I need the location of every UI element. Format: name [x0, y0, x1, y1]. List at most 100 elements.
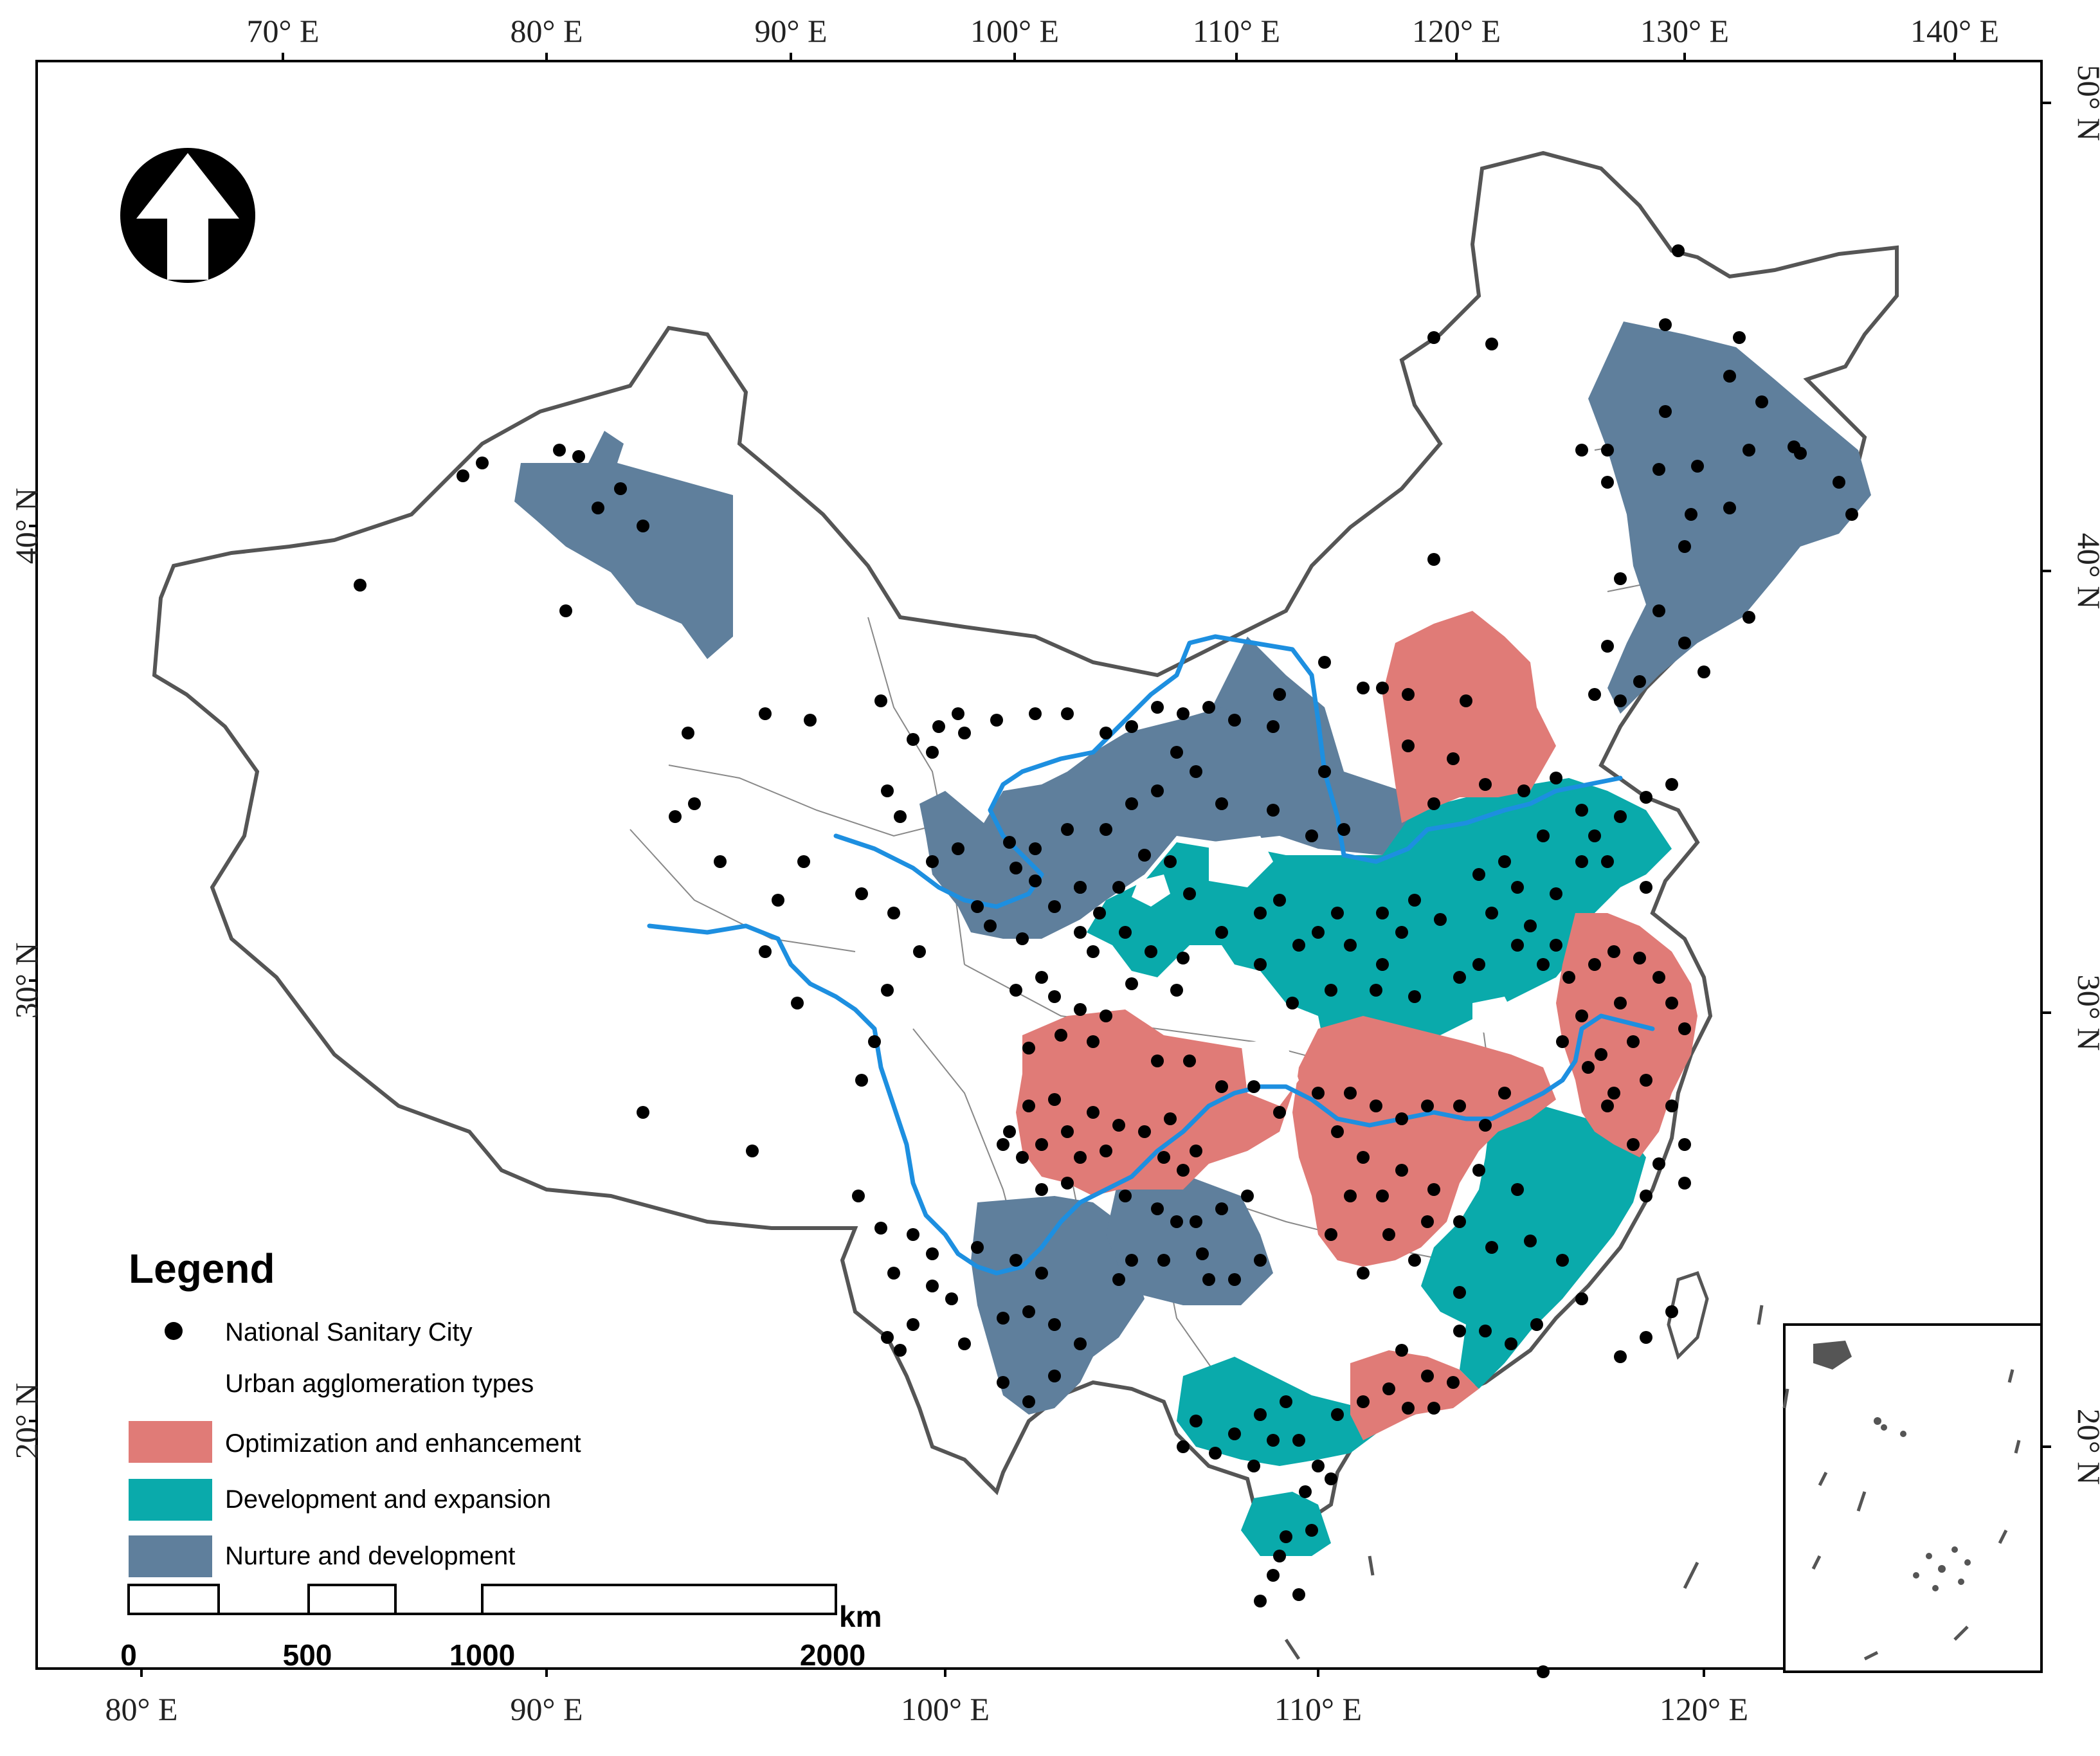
city-dot: [952, 707, 964, 720]
city-dot: [1691, 460, 1704, 473]
city-dot: [1755, 395, 1768, 408]
city-dot: [1498, 1087, 1511, 1100]
rivers: [647, 634, 1655, 1276]
city-dot: [1177, 952, 1190, 964]
city-dot: [1472, 1164, 1485, 1177]
city-dot: [1453, 1325, 1466, 1337]
city-dot: [1100, 823, 1112, 836]
city-dot: [1357, 682, 1370, 694]
city-dot: [759, 945, 772, 958]
city-dot: [1395, 1112, 1408, 1125]
city-dot: [1254, 1595, 1267, 1607]
city-dot: [1100, 727, 1112, 739]
city-dot: [1170, 746, 1183, 759]
city-dot: [984, 919, 997, 932]
tick-label-right: 30° N: [2071, 975, 2100, 1051]
city-dot: [1485, 907, 1498, 919]
city-dot: [1325, 1472, 1337, 1485]
city-dot: [669, 810, 682, 823]
city-dot: [1273, 894, 1286, 907]
city-dot: [1016, 1151, 1029, 1164]
city-dot: [926, 855, 939, 868]
city-dot: [1022, 1395, 1035, 1408]
city-dot: [1228, 714, 1241, 727]
north-arrow-icon: [120, 148, 255, 283]
city-dot: [1402, 1402, 1415, 1415]
city-dot: [553, 444, 566, 457]
city-dot: [926, 746, 939, 759]
city-dot: [1517, 784, 1530, 797]
city-dot: [1119, 1190, 1132, 1202]
tick-label-top: 130° E: [1640, 13, 1729, 49]
city-dot: [1177, 1440, 1190, 1453]
tick-label-bottom: 80° E: [105, 1691, 177, 1727]
city-dot: [1395, 926, 1408, 939]
city-dot: [1061, 823, 1074, 836]
tick-label-left: 30° N: [8, 943, 44, 1019]
scale-tick-500: 500: [283, 1638, 332, 1672]
city-dot: [1325, 1228, 1337, 1241]
city-dot: [913, 945, 926, 958]
legend-label-optimization: Optimization and enhancement: [225, 1429, 581, 1458]
city-dot: [1022, 1042, 1035, 1055]
city-dot: [1665, 778, 1678, 791]
city-dot: [1408, 1254, 1421, 1267]
city-dot: [990, 714, 1003, 727]
city-dot: [887, 907, 900, 919]
city-dot: [688, 797, 701, 810]
inset-islands: [1813, 1341, 1971, 1591]
city-dot: [852, 1190, 865, 1202]
city-dot: [997, 1312, 1009, 1325]
city-dot: [1447, 752, 1460, 765]
city-dot: [1170, 1215, 1183, 1228]
city-dot: [559, 604, 572, 617]
city-dot: [1614, 810, 1627, 823]
city-dot: [1640, 1190, 1652, 1202]
city-dot: [682, 727, 694, 739]
city-dot: [1337, 823, 1350, 836]
city-dot: [926, 1280, 939, 1292]
city-dot: [1453, 1100, 1466, 1112]
city-dot: [855, 887, 868, 900]
city-dot: [1267, 1569, 1280, 1582]
city-dot: [1434, 913, 1447, 926]
city-dot: [855, 1074, 868, 1087]
city-dot: [1556, 1254, 1569, 1267]
city-dot: [1627, 1138, 1640, 1151]
city-dot: [1550, 772, 1562, 784]
tick-label-top: 90° E: [754, 13, 827, 49]
legend-types-label: Urban agglomeration types: [225, 1370, 534, 1398]
city-dot: [1614, 997, 1627, 1009]
city-dot: [1035, 1267, 1048, 1280]
city-dot: [1460, 694, 1472, 707]
city-dot: [1190, 1145, 1202, 1157]
city-dot: [1845, 508, 1858, 521]
south-china-sea-inset: [1783, 1323, 2043, 1673]
city-dot: [1273, 1550, 1286, 1562]
city-dot: [1472, 868, 1485, 881]
city-dot: [772, 894, 784, 907]
city-dot: [354, 579, 367, 592]
city-dot: [1652, 971, 1665, 984]
city-dot: [1228, 1273, 1241, 1286]
city-dot: [1157, 1151, 1170, 1164]
city-dot: [1331, 1408, 1344, 1421]
city-dot: [1614, 694, 1627, 707]
city-dot: [1652, 1157, 1665, 1170]
city-dot: [1344, 1087, 1357, 1100]
city-dot: [1267, 720, 1280, 733]
city-dot: [1395, 1344, 1408, 1357]
city-dot: [1357, 1395, 1370, 1408]
city-dot: [1125, 797, 1138, 810]
city-dot: [1029, 842, 1042, 855]
city-dot: [797, 855, 810, 868]
city-dot: [1479, 1119, 1492, 1132]
city-dot: [1575, 444, 1588, 457]
city-dot: [637, 520, 649, 532]
legend-label-nurture: Nurture and development: [225, 1542, 515, 1570]
city-dot: [1170, 984, 1183, 997]
city-dot: [1479, 778, 1492, 791]
city-dot: [1292, 1588, 1305, 1601]
city-dot: [1048, 1093, 1061, 1106]
city-dot: [1665, 1100, 1678, 1112]
